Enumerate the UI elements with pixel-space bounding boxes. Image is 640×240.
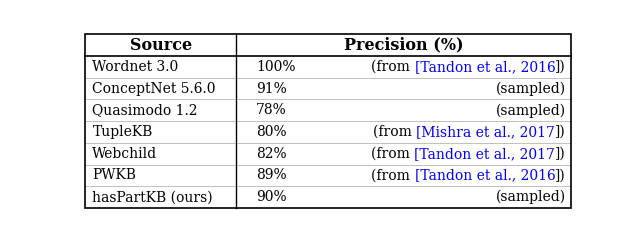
Text: ]): ]) (556, 147, 566, 161)
Text: [Tandon et al., 2016: [Tandon et al., 2016 (415, 60, 556, 74)
Text: 80%: 80% (256, 125, 287, 139)
Text: [Tandon et al., 2016: [Tandon et al., 2016 (415, 168, 556, 182)
Text: ConceptNet 5.6.0: ConceptNet 5.6.0 (92, 82, 216, 96)
Text: (sampled): (sampled) (496, 103, 566, 118)
Text: (from: (from (371, 168, 415, 182)
Text: ]): ]) (556, 168, 566, 182)
Text: Wordnet 3.0: Wordnet 3.0 (92, 60, 179, 74)
Text: 91%: 91% (256, 82, 287, 96)
Text: (from: (from (371, 147, 415, 161)
Text: Source: Source (129, 37, 191, 54)
Text: 78%: 78% (256, 103, 287, 117)
Text: 100%: 100% (256, 60, 296, 74)
Text: ]): ]) (556, 60, 566, 74)
Text: TupleKB: TupleKB (92, 125, 153, 139)
Text: (sampled): (sampled) (496, 190, 566, 204)
Text: [Tandon et al., 2017: [Tandon et al., 2017 (415, 147, 556, 161)
Text: (from: (from (371, 60, 415, 74)
Text: PWKB: PWKB (92, 168, 136, 182)
Text: (from: (from (373, 125, 417, 139)
Text: 90%: 90% (256, 190, 287, 204)
Text: 89%: 89% (256, 168, 287, 182)
Text: Quasimodo 1.2: Quasimodo 1.2 (92, 103, 198, 117)
Text: Precision (%): Precision (%) (344, 37, 463, 54)
Text: ]): ]) (556, 125, 566, 139)
Text: Webchild: Webchild (92, 147, 157, 161)
Text: hasPartKB (ours): hasPartKB (ours) (92, 190, 213, 204)
Text: 82%: 82% (256, 147, 287, 161)
Text: [Mishra et al., 2017: [Mishra et al., 2017 (417, 125, 556, 139)
Text: (sampled): (sampled) (496, 81, 566, 96)
